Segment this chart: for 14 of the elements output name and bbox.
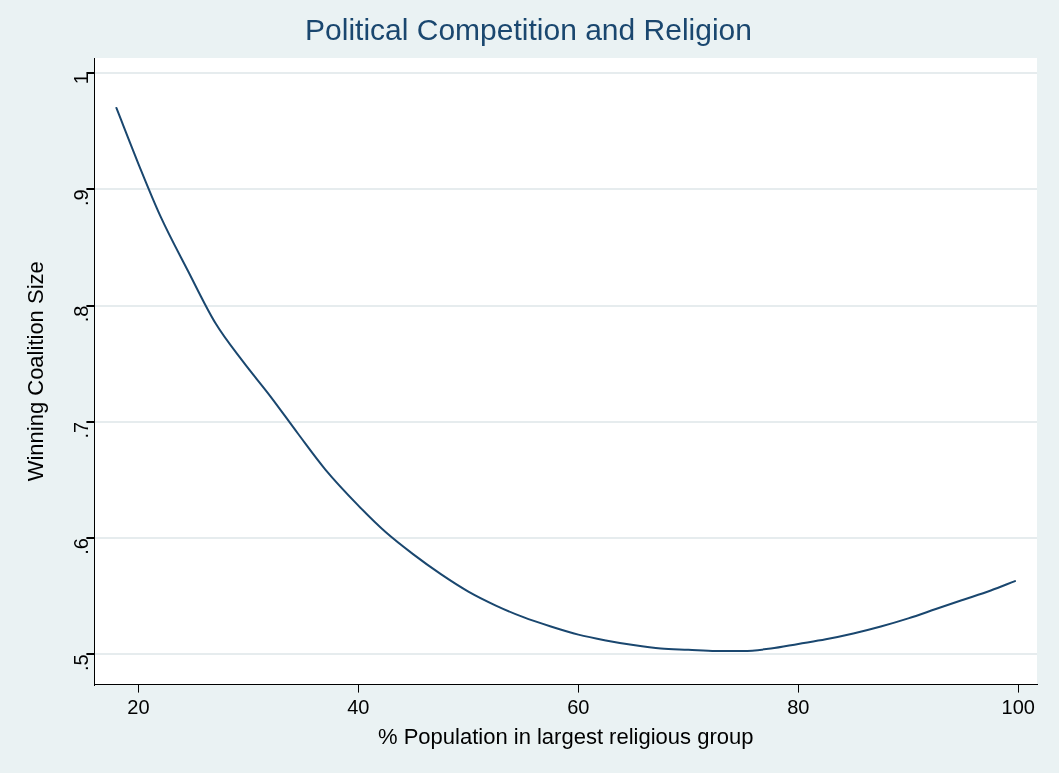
y-tick-label: .5 bbox=[69, 654, 92, 672]
x-axis-title: % Population in largest religious group bbox=[377, 723, 754, 749]
x-tick-label: 60 bbox=[567, 696, 590, 719]
y-tick-label: .7 bbox=[69, 421, 92, 439]
y-tick-label: .8 bbox=[69, 305, 92, 323]
x-tick-label: 20 bbox=[127, 696, 150, 719]
y-tick-label: .6 bbox=[69, 538, 92, 555]
x-tick-label: 40 bbox=[347, 696, 370, 719]
x-tick-label: 80 bbox=[787, 696, 810, 719]
y-axis-title: Winning Coalition Size bbox=[23, 261, 49, 482]
x-tick-label: 100 bbox=[1001, 696, 1035, 719]
y-tick-label: .9 bbox=[69, 189, 92, 207]
y-tick-label: 1 bbox=[69, 73, 92, 85]
chart-title: Political Competition and Religion bbox=[305, 13, 752, 47]
